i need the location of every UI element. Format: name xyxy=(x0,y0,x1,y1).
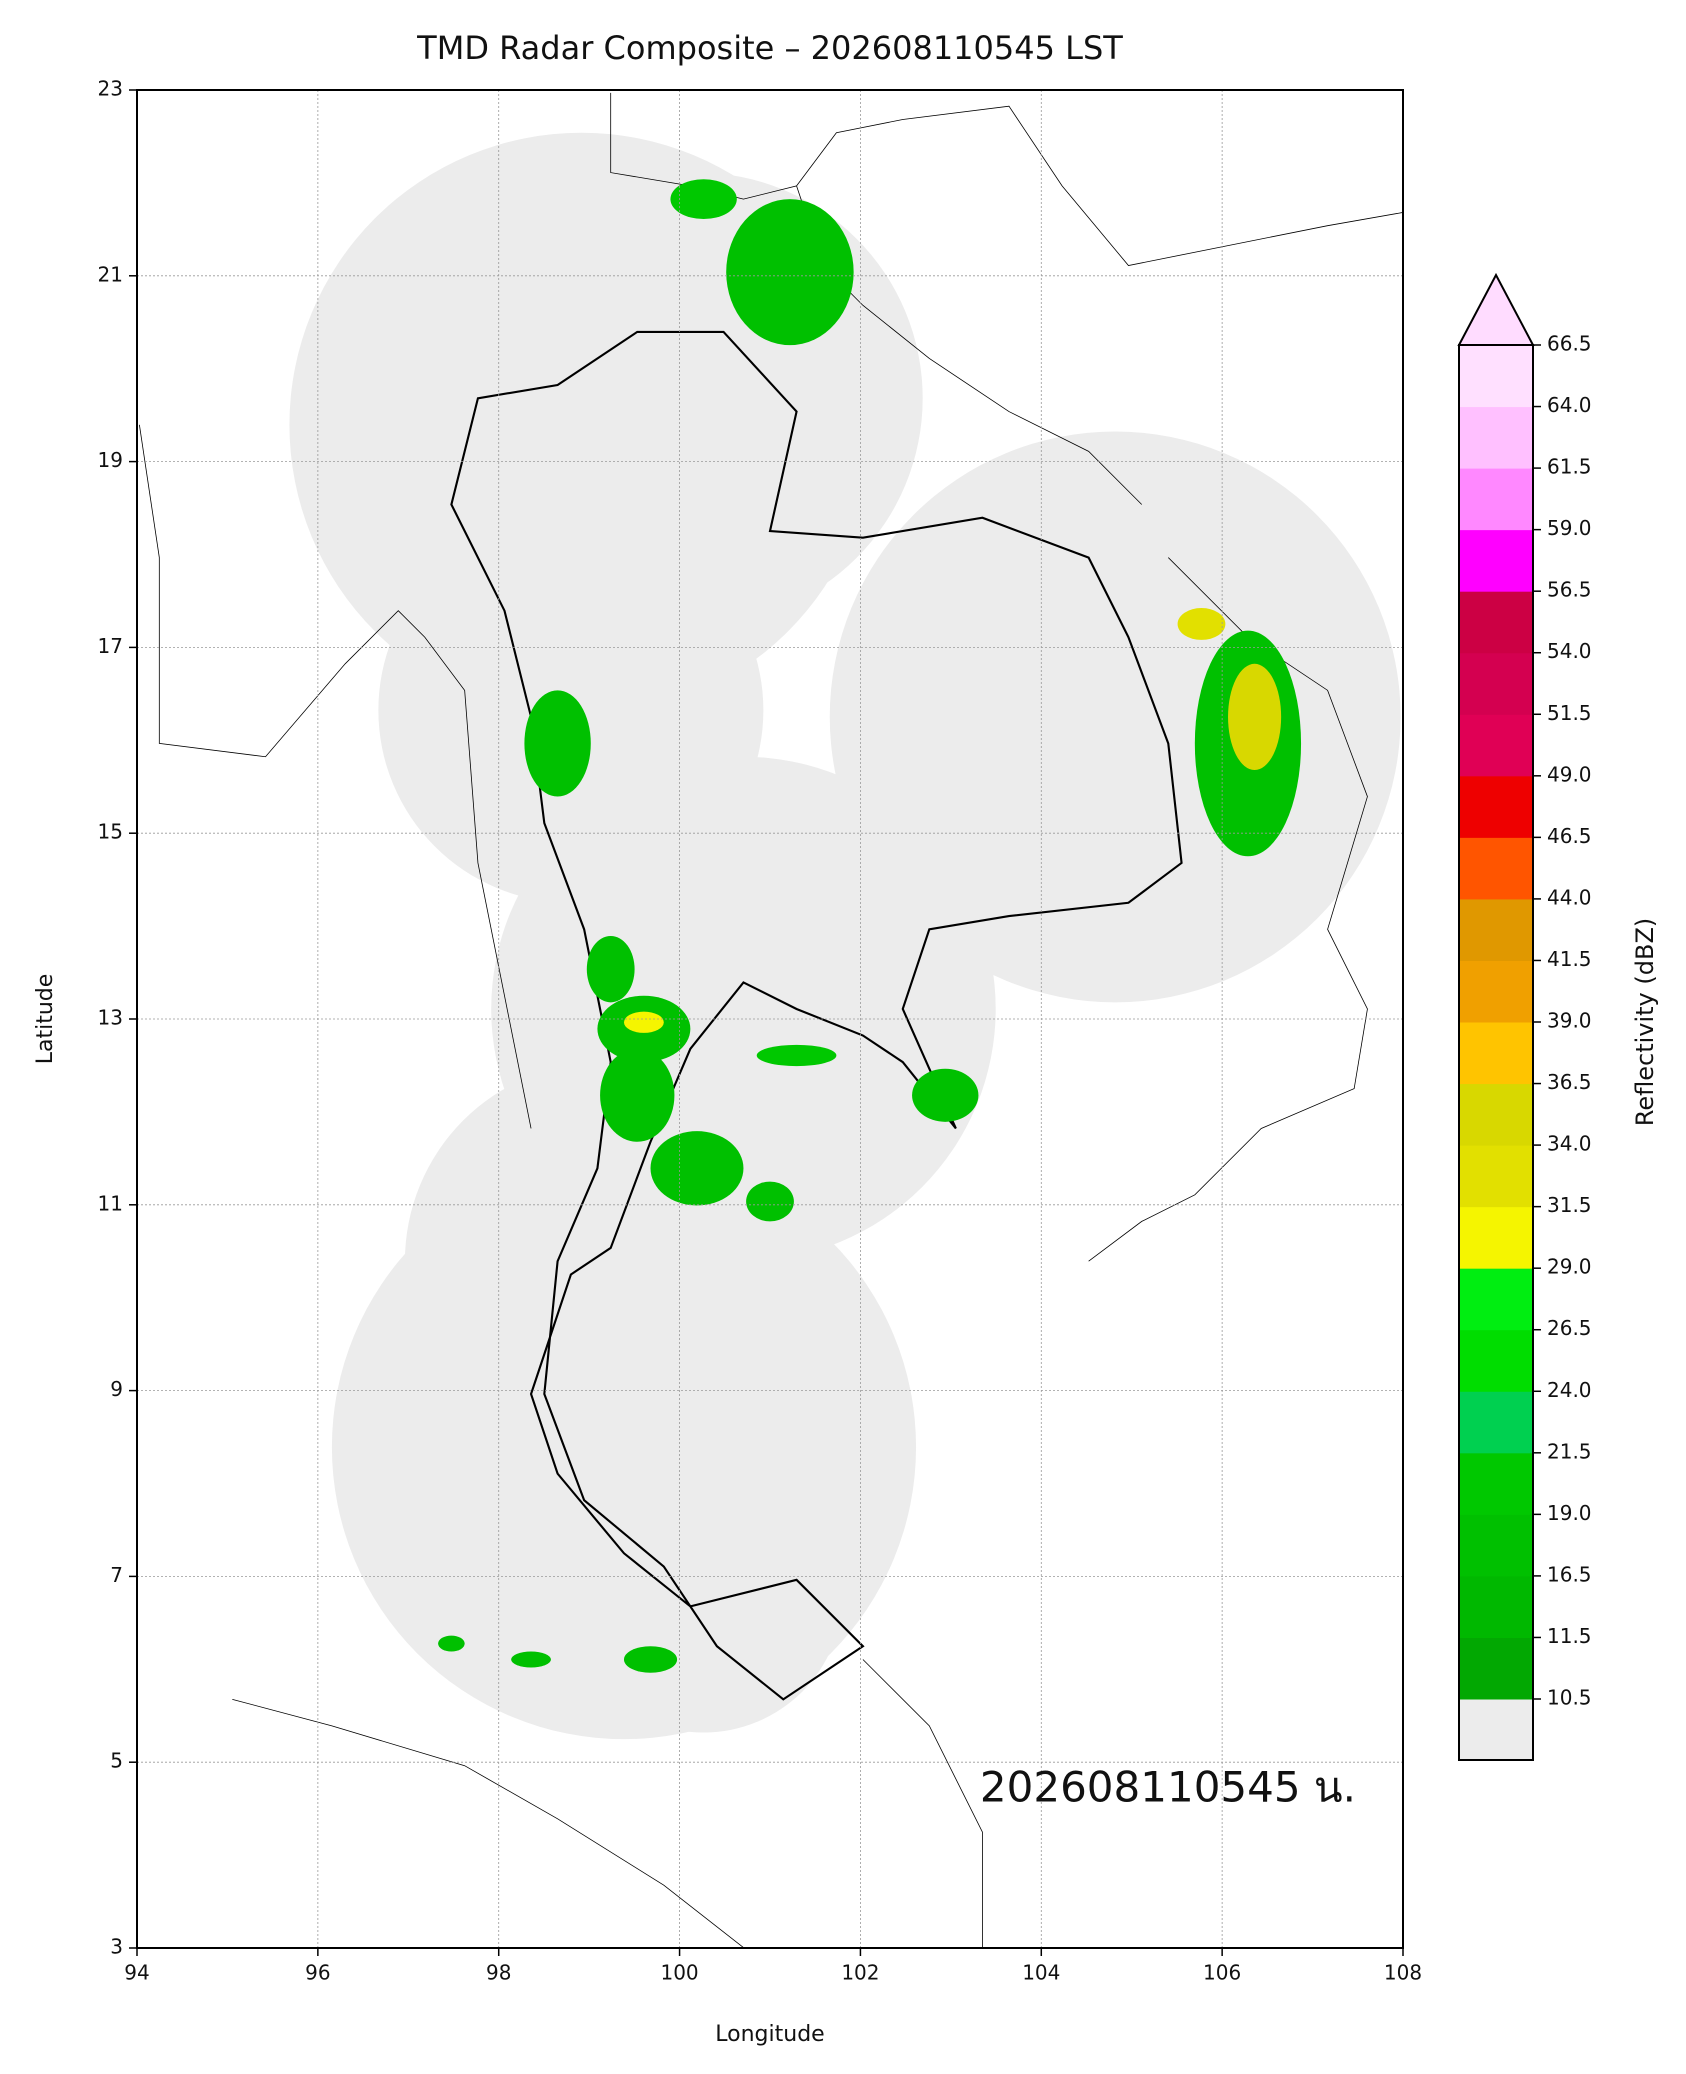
colorbar-band xyxy=(1459,1145,1533,1208)
colorbar-tick-label: 26.5 xyxy=(1547,1316,1592,1340)
y-tick-label: 5 xyxy=(110,1749,123,1773)
x-tick-label: 96 xyxy=(305,1961,330,1985)
axes: 94 96 98 100 102 104 106 108 3 5 7 9 11 13 15 17 19 21 23 1… xyxy=(98,77,1592,1985)
colorbar-band xyxy=(1459,1206,1533,1269)
colorbar-band xyxy=(1459,1452,1533,1515)
y-axis-label: Latitude xyxy=(33,974,58,1065)
x-tick-label: 108 xyxy=(1384,1961,1422,1985)
colorbar-band xyxy=(1459,1022,1533,1085)
colorbar-band xyxy=(1459,775,1533,838)
colorbar-band xyxy=(1459,529,1533,592)
plot-frame xyxy=(136,89,1404,1949)
colorbar-tick-label: 61.5 xyxy=(1547,455,1592,479)
colorbar-label: Reflectivity (dBZ) xyxy=(1631,918,1659,1127)
colorbar-tick-label: 66.5 xyxy=(1547,332,1592,356)
colorbar-tick-label: 46.5 xyxy=(1547,824,1592,848)
colorbar-tick-label: 39.0 xyxy=(1547,1009,1592,1033)
colorbar-band xyxy=(1459,837,1533,900)
colorbar-tick-label: 49.0 xyxy=(1547,762,1592,786)
y-tick-label: 19 xyxy=(98,448,123,472)
colorbar-band xyxy=(1459,652,1533,715)
x-tick-label: 104 xyxy=(1022,1961,1060,1985)
colorbar-band xyxy=(1459,1637,1533,1700)
colorbar-band xyxy=(1459,714,1533,777)
colorbar-band xyxy=(1459,468,1533,531)
colorbar-tick-label: 31.5 xyxy=(1547,1193,1592,1217)
y-tick-label: 13 xyxy=(98,1006,123,1030)
y-tick-label: 11 xyxy=(98,1191,123,1215)
colorbar-band xyxy=(1459,898,1533,961)
colorbar-tick-label: 56.5 xyxy=(1547,578,1592,602)
colorbar-band xyxy=(1459,1268,1533,1331)
y-tick-label: 7 xyxy=(110,1563,123,1587)
colorbar-tick-label: 36.5 xyxy=(1547,1070,1592,1094)
colorbar-band xyxy=(1459,1575,1533,1638)
x-tick-label: 102 xyxy=(841,1961,879,1985)
colorbar-tick-label: 19.0 xyxy=(1547,1501,1592,1525)
map-layer xyxy=(139,92,1403,1948)
annotation: 202608110545 น. xyxy=(980,1763,1356,1812)
colorbar-tick-label: 16.5 xyxy=(1547,1562,1592,1586)
radar-echoes xyxy=(438,179,1302,1673)
y-tick-label: 3 xyxy=(110,1935,123,1959)
y-tick-label: 17 xyxy=(98,634,123,658)
colorbar-band xyxy=(1459,1083,1533,1146)
colorbar-frame xyxy=(1458,344,1534,1761)
x-axis-label: Longitude xyxy=(715,2022,824,2047)
y-tick-label: 9 xyxy=(110,1377,123,1401)
y-tick-label: 15 xyxy=(98,820,123,844)
colorbar-band xyxy=(1459,345,1533,408)
colorbar-band xyxy=(1459,1329,1533,1392)
colorbar-tick-label: 64.0 xyxy=(1547,393,1592,417)
colorbar-tick-label: 10.5 xyxy=(1547,1686,1592,1710)
colorbar-band xyxy=(1459,1391,1533,1454)
x-tick-label: 94 xyxy=(124,1961,149,1985)
colorbar-tick-label: 24.0 xyxy=(1547,1378,1592,1402)
colorbar-tick-label: 51.5 xyxy=(1547,701,1592,725)
y-tick-label: 23 xyxy=(98,77,123,101)
colorbar-band xyxy=(1459,591,1533,654)
x-tick-label: 106 xyxy=(1203,1961,1241,1985)
colorbar-tick-label: 11.5 xyxy=(1547,1624,1592,1648)
colorbar-tick-label: 59.0 xyxy=(1547,516,1592,540)
chart-title: TMD Radar Composite – 202608110545 LST xyxy=(416,29,1123,67)
colorbar-tick-label: 44.0 xyxy=(1547,885,1592,909)
colorbar-tick-label: 54.0 xyxy=(1547,639,1592,663)
colorbar-band xyxy=(1459,1514,1533,1577)
colorbar-under xyxy=(1459,1699,1533,1760)
x-tick-label: 100 xyxy=(660,1961,698,1985)
y-tick-label: 21 xyxy=(98,262,123,286)
colorbar-tick-label: 29.0 xyxy=(1547,1255,1592,1279)
colorbar-tick-label: 41.5 xyxy=(1547,947,1592,971)
x-tick-label: 98 xyxy=(486,1961,511,1985)
colorbar-band xyxy=(1459,406,1533,469)
colorbar-tick-label: 21.5 xyxy=(1547,1439,1592,1463)
colorbar-band xyxy=(1459,960,1533,1023)
colorbar-tick-label: 34.0 xyxy=(1547,1132,1592,1156)
